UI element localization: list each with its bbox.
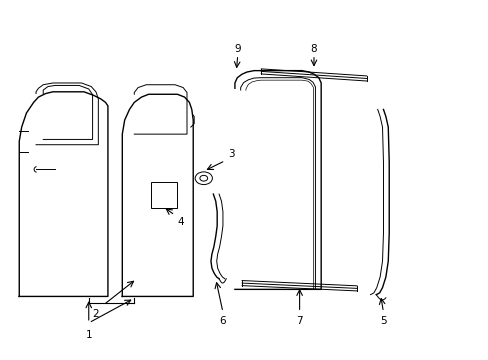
Text: 9: 9: [234, 44, 241, 54]
Text: 7: 7: [296, 316, 302, 326]
Text: 2: 2: [92, 309, 99, 319]
Text: 4: 4: [177, 217, 183, 227]
Text: 8: 8: [310, 44, 317, 54]
Bar: [151, 182, 177, 208]
Text: 1: 1: [85, 330, 92, 340]
Text: 6: 6: [219, 316, 226, 326]
Text: 3: 3: [227, 149, 234, 159]
Text: 5: 5: [379, 316, 386, 326]
